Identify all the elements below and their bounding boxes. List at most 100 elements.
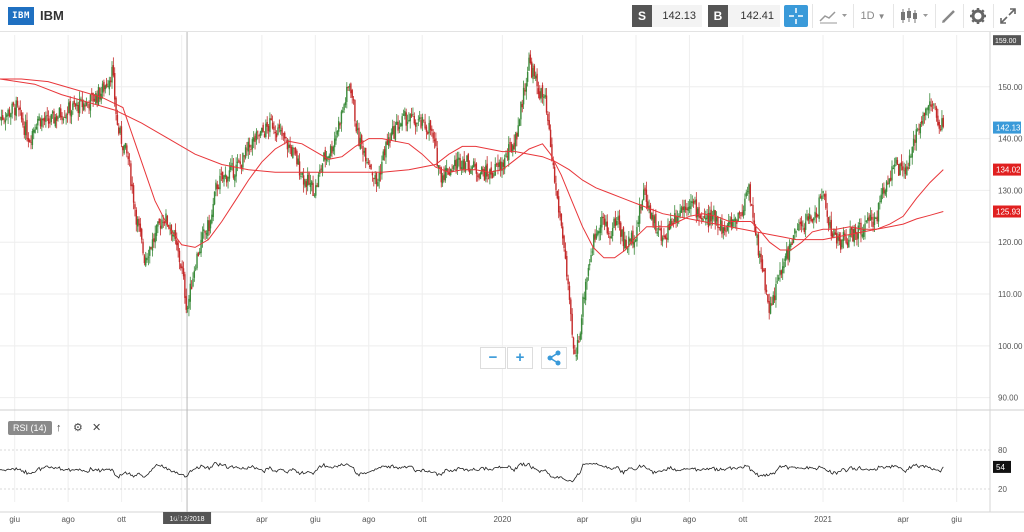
candle-body — [765, 289, 768, 292]
candle-body — [282, 133, 285, 135]
chevron-down-icon: ▼ — [877, 12, 886, 21]
time-tick-label: ott — [418, 515, 428, 524]
candle-body — [759, 253, 761, 258]
zoom-in-button[interactable]: + — [507, 347, 533, 369]
candle-body — [84, 105, 86, 107]
rsi-indicator-label[interactable]: RSI (14) — [8, 421, 52, 435]
candle-body — [842, 231, 845, 242]
candle-body — [441, 175, 444, 184]
candle-body — [128, 160, 131, 162]
fullscreen-button[interactable] — [996, 5, 1020, 27]
zoom-out-button[interactable]: − — [480, 347, 506, 369]
candle-body — [304, 179, 306, 187]
arrow-up-icon[interactable]: ↑ — [56, 422, 62, 434]
candle-body — [607, 233, 610, 235]
crosshair-button[interactable] — [784, 5, 808, 27]
candle-body — [123, 144, 125, 154]
candle-body — [494, 164, 496, 176]
candle-body — [43, 117, 46, 122]
candle-body — [903, 170, 905, 172]
candle-body — [808, 213, 811, 220]
candle-body — [665, 237, 668, 240]
buy-tag[interactable]: B — [708, 5, 728, 27]
candle-body — [439, 166, 441, 168]
price-tick-label: 100.00 — [998, 342, 1023, 351]
candle-body — [332, 146, 335, 152]
candle-body — [362, 146, 364, 155]
candle-body — [865, 220, 868, 222]
settings-button[interactable] — [966, 5, 990, 27]
candle-body — [831, 233, 834, 238]
candle-body — [313, 195, 316, 197]
price-chart[interactable]: 10/12/2018 90.00 100.00 110.00 120.00 130.00… — [0, 32, 1024, 532]
time-tick-label: ago — [683, 515, 697, 524]
candle-body — [526, 71, 529, 82]
candle-body — [696, 208, 699, 217]
candle-body — [810, 216, 812, 222]
candle-body — [918, 128, 920, 131]
candle-body — [259, 131, 262, 136]
candle-body — [342, 110, 344, 113]
candle-body — [329, 146, 332, 157]
candle-body — [365, 147, 367, 162]
candle-body — [363, 150, 366, 153]
candle-body — [628, 236, 630, 247]
candle-body — [601, 216, 603, 228]
candle-body — [616, 220, 618, 226]
candle-body — [895, 157, 897, 164]
close-icon[interactable]: ✕ — [92, 422, 102, 434]
candle-body — [517, 125, 519, 137]
candle-body — [840, 239, 842, 250]
candle-body — [321, 163, 324, 173]
candle-body — [387, 137, 390, 146]
candle-body — [632, 230, 634, 245]
candle-body — [139, 223, 142, 232]
candle-body — [482, 168, 484, 171]
candle-body — [412, 113, 414, 115]
candle-body — [857, 225, 859, 239]
candle-body — [927, 105, 930, 111]
candle-body — [779, 270, 781, 276]
candle-body — [263, 133, 266, 138]
candle-body — [285, 137, 287, 138]
candle-body — [634, 239, 637, 242]
candle-body — [490, 167, 492, 175]
candle-body — [846, 242, 849, 246]
candle-body — [409, 113, 411, 122]
candle-body — [884, 190, 886, 195]
candle-body — [676, 216, 679, 224]
pencil-button[interactable] — [938, 5, 960, 27]
rsi-level-label: 20 — [998, 485, 1007, 494]
candle-body — [140, 228, 143, 240]
share-button[interactable] — [541, 347, 567, 369]
candle-body — [935, 107, 938, 118]
candle-body — [933, 104, 935, 106]
candle-body — [819, 196, 822, 198]
candle-style-button[interactable] — [896, 5, 932, 27]
candle-body — [821, 195, 823, 200]
sell-price[interactable]: 142.13 — [652, 5, 702, 27]
candle-body — [391, 126, 394, 135]
candle-body — [942, 117, 944, 127]
indicator-settings-icon[interactable]: ⚙ — [73, 422, 83, 434]
price-tick-label: 130.00 — [998, 186, 1023, 195]
price-axis: 90.00 100.00 110.00 120.00 130.00 140.00 150.0… — [993, 35, 1023, 403]
moving-average-price-label: 125.93 — [996, 208, 1021, 217]
candle-body — [694, 200, 696, 203]
candle-body — [667, 225, 669, 241]
candle-body — [900, 162, 903, 167]
sell-tag[interactable]: S — [632, 5, 652, 27]
candle-body — [170, 224, 173, 234]
candle-body — [872, 221, 874, 227]
candle-body — [508, 144, 510, 161]
candle-body — [791, 242, 793, 245]
candle-body — [22, 118, 24, 126]
candle-body — [867, 217, 869, 221]
candle-body — [841, 239, 843, 248]
candle-body — [243, 155, 245, 157]
buy-price[interactable]: 142.41 — [728, 5, 780, 27]
candle-body — [431, 128, 433, 132]
candle-body — [543, 96, 545, 99]
chart-type-button[interactable] — [816, 5, 850, 27]
interval-button[interactable]: 1D ▼ — [856, 5, 890, 27]
